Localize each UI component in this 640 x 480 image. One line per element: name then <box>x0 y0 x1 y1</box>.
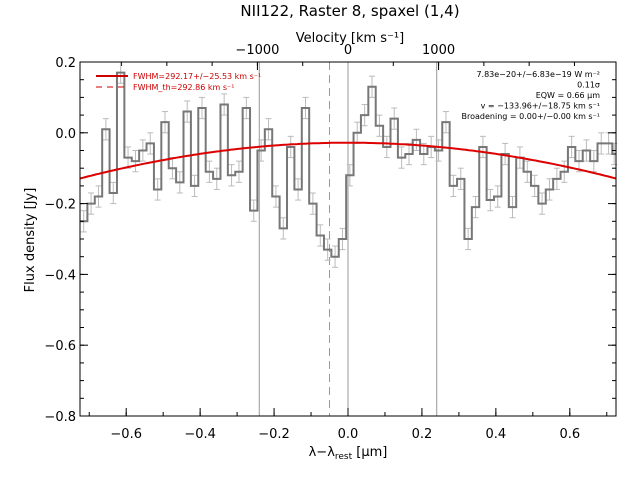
x-tick-label-2: −0.2 <box>258 427 290 442</box>
y-tick-label-5: 0.2 <box>55 56 76 71</box>
y-axis-ticks: −0.8 −0.6 −0.4 −0.2 0.0 0.2 <box>44 56 616 425</box>
y-axis-label: Flux density [Jy] <box>23 188 38 293</box>
top-tick-label-0: −1000 <box>235 43 279 58</box>
spectrum-histogram <box>80 71 616 258</box>
legend-label-0: FWHM=292.17+/−25.53 km s⁻¹ <box>133 72 261 81</box>
x-axis-ticks: −0.6 −0.4 −0.2 0.0 0.2 0.4 0.6 <box>88 408 608 442</box>
annotation-4: Broadening = 0.00+/−0.00 km s⁻¹ <box>462 112 600 121</box>
x-tick-label-3: 0.0 <box>338 427 359 442</box>
legend: FWHM=292.17+/−25.53 km s⁻¹ FWHM_th=292.86… <box>96 72 261 92</box>
x-tick-label-1: −0.4 <box>184 427 216 442</box>
x-tick-label-0: −0.6 <box>110 427 142 442</box>
x-tick-label-4: 0.2 <box>412 427 433 442</box>
annotation-1: 0.11σ <box>577 81 600 90</box>
x-axis-label: λ−λrest [μm] <box>309 445 388 462</box>
x-tick-label-6: 0.6 <box>559 427 580 442</box>
legend-label-1: FWHM_th=292.86 km s⁻¹ <box>133 83 234 92</box>
x-axis-label-unit: [μm] <box>352 445 387 460</box>
y-tick-label-3: −0.2 <box>44 198 76 213</box>
top-tick-label-1: 0 <box>344 43 352 58</box>
annotation-2: EQW = 0.66 μm <box>536 91 600 100</box>
y-tick-label-1: −0.6 <box>44 339 76 354</box>
annotation-0: 7.83e−20+/−6.83e−19 W m⁻² <box>476 70 600 79</box>
y-tick-label-0: −0.8 <box>44 410 76 425</box>
y-tick-label-2: −0.4 <box>44 268 76 283</box>
x-tick-label-5: 0.4 <box>486 427 507 442</box>
x-axis-label-sub: rest <box>335 452 353 462</box>
chart-title: NII122, Raster 8, spaxel (1,4) <box>240 2 459 20</box>
annotation-3: v = −133.96+/−18.75 km s⁻¹ <box>481 102 600 111</box>
y-tick-label-4: 0.0 <box>55 127 76 142</box>
top-axis-label: Velocity [km s⁻¹] <box>296 31 404 46</box>
plot-area <box>79 61 618 417</box>
fit-curve <box>79 141 617 180</box>
top-tick-label-2: 1000 <box>422 43 455 58</box>
x-axis-label-main: λ−λ <box>309 445 336 460</box>
